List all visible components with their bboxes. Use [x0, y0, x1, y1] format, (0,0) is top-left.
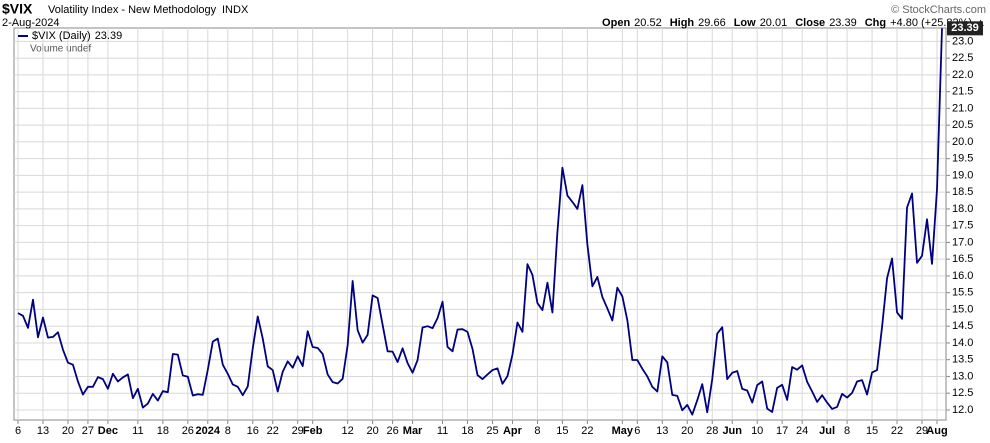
- x-tick-label: 8: [225, 425, 231, 437]
- y-tick-label: 20.5: [952, 119, 973, 131]
- quote-label: Close: [795, 17, 825, 29]
- y-tick-label: 15.5: [952, 287, 973, 299]
- y-tick-label: 15.0: [952, 303, 973, 315]
- y-tick-label: 14.5: [952, 320, 973, 332]
- y-tick-label: 17.5: [952, 220, 973, 232]
- quote-value: 29.66: [698, 17, 726, 29]
- x-tick-label: Jun: [722, 425, 742, 437]
- y-tick-label: 22.5: [952, 52, 973, 64]
- quote-value: 20.01: [760, 17, 788, 29]
- volume-note: Volume undef: [30, 44, 91, 55]
- price-line: [17, 28, 943, 416]
- x-tick-label: 26: [386, 425, 398, 437]
- quote-value: 23.39: [829, 17, 857, 29]
- legend-value: 23.39: [95, 30, 123, 42]
- date: 2-Aug-2024: [2, 17, 60, 29]
- legend-entry: $VIX (Daily) 23.39: [32, 30, 122, 42]
- x-tick-label: 22: [267, 425, 279, 437]
- x-tick-label: 20: [366, 425, 378, 437]
- quote-value: 20.52: [634, 17, 662, 29]
- x-tick-label: 10: [751, 425, 763, 437]
- x-tick-label: 26: [182, 425, 194, 437]
- quote-label: Low: [734, 17, 756, 29]
- x-tick-label: 17: [776, 425, 788, 437]
- y-tick-label: 12.0: [952, 404, 973, 416]
- quote-label: Chg: [865, 17, 886, 29]
- x-tick-label: 6: [634, 425, 640, 437]
- y-tick-label: 13.5: [952, 354, 973, 366]
- x-tick-label: 18: [157, 425, 169, 437]
- x-tick-label: 29: [292, 425, 304, 437]
- x-tick-label: 8: [844, 425, 850, 437]
- x-tick-label: 27: [82, 425, 94, 437]
- chart-subtitle: Volatility Index - New Methodology: [48, 4, 217, 16]
- last-value-label: 23.39: [951, 22, 979, 34]
- y-tick-label: 21.5: [952, 86, 973, 98]
- y-tick-label: 12.5: [952, 387, 973, 399]
- y-tick-label: 17.0: [952, 236, 973, 248]
- x-tick-label: Mar: [403, 425, 423, 437]
- x-tick-label: 13: [656, 425, 668, 437]
- x-tick-label: 20: [62, 425, 74, 437]
- x-tick-label: 11: [437, 425, 448, 437]
- x-tick-label: 18: [461, 425, 473, 437]
- x-tick-label: 6: [15, 425, 21, 437]
- quote: Open 20.52 High 29.66 Low 20.01 Close 23.39 Chg +…: [602, 17, 986, 29]
- y-tick-label: 16.0: [952, 270, 973, 282]
- x-tick-label: 13: [37, 425, 49, 437]
- x-tick-label: 29: [916, 425, 928, 437]
- last-value-box: [947, 21, 983, 36]
- x-tick-label: 11: [132, 425, 143, 437]
- credit: © StockCharts.com: [891, 4, 986, 16]
- quote-label: Open: [602, 17, 630, 29]
- y-tick-label: 19.0: [952, 169, 973, 181]
- y-tick-label: 18.5: [952, 186, 973, 198]
- plot-frame: [13, 27, 947, 421]
- x-tick-label: 8: [534, 425, 540, 437]
- x-tick-label: 22: [581, 425, 593, 437]
- x-tick-label: 2024: [196, 425, 221, 437]
- y-tick-label: 20.0: [952, 136, 973, 148]
- x-tick-label: 24: [796, 425, 808, 437]
- exchange: INDX: [222, 4, 249, 16]
- x-tick-label: 12: [342, 425, 354, 437]
- y-tick-label: 21.0: [952, 102, 973, 114]
- x-tick-label: 22: [891, 425, 903, 437]
- chart-title: $VIX: [2, 1, 33, 17]
- x-tick-label: Jul: [819, 425, 835, 437]
- x-tick-label: 20: [681, 425, 693, 437]
- quote-label: High: [670, 17, 695, 29]
- x-tick-label: 16: [247, 425, 259, 437]
- y-tick-label: 18.0: [952, 203, 973, 215]
- x-tick-label: 28: [706, 425, 718, 437]
- x-tick-label: May: [612, 425, 634, 437]
- y-tick-label: 14.0: [952, 337, 973, 349]
- x-tick-label: Apr: [503, 425, 523, 437]
- legend-name: $VIX (Daily): [32, 30, 91, 42]
- y-tick-label: 19.5: [952, 153, 973, 165]
- y-tick-label: 22.0: [952, 69, 973, 81]
- x-tick-label: 15: [866, 425, 878, 437]
- x-tick-label: Feb: [303, 425, 323, 437]
- x-tick-label: 25: [486, 425, 498, 437]
- x-tick-label: Aug: [926, 425, 947, 437]
- y-tick-label: 23.0: [952, 35, 973, 47]
- y-tick-label: 16.5: [952, 253, 973, 265]
- x-tick-label: 15: [556, 425, 568, 437]
- x-tick-label: Dec: [98, 425, 118, 437]
- y-tick-label: 13.0: [952, 370, 973, 382]
